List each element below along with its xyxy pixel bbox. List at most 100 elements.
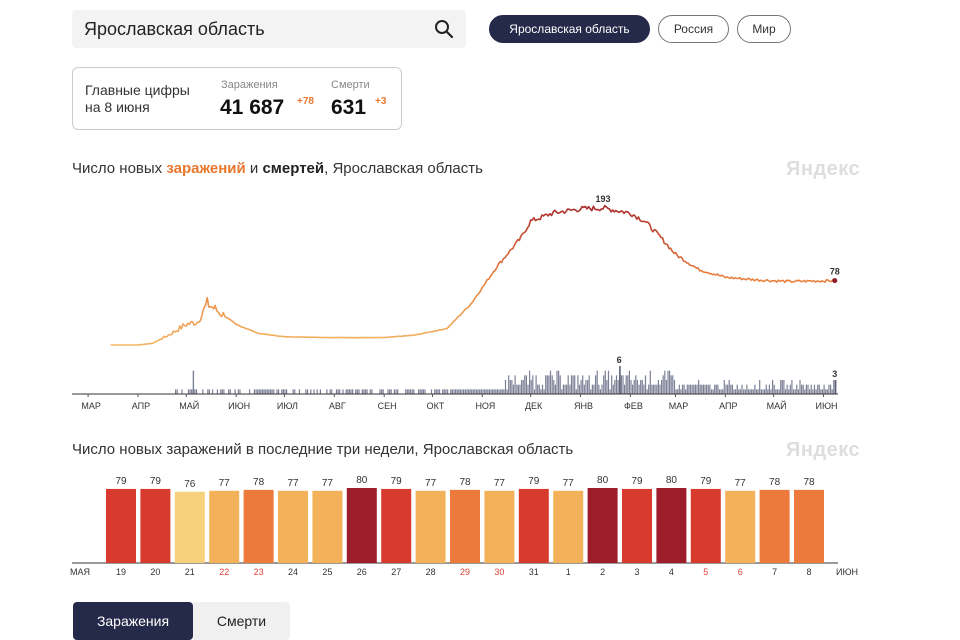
- death-bar: [638, 384, 640, 394]
- x-tick-label: ИЮН: [815, 401, 837, 411]
- death-bar: [607, 370, 610, 394]
- bar-value-label: 77: [494, 478, 506, 489]
- death-bar: [421, 389, 423, 394]
- death-bar: [249, 389, 251, 394]
- death-bar: [743, 389, 745, 394]
- death-bar: [348, 389, 350, 394]
- death-bar: [435, 389, 437, 394]
- death-bar: [644, 375, 647, 394]
- death-bar: [548, 375, 550, 394]
- death-bar: [514, 375, 516, 394]
- death-bar: [490, 389, 492, 394]
- summary-card: Главные цифры на 8 июня Заражения 41 687…: [72, 67, 402, 130]
- bar-day-label: 8: [806, 567, 811, 577]
- death-bar: [810, 384, 812, 394]
- search-box[interactable]: Ярославская область: [72, 10, 466, 48]
- x-tick-label: МАР: [669, 401, 689, 411]
- bar-day-label: 26: [357, 567, 367, 577]
- death-bar: [667, 370, 669, 394]
- death-bar: [648, 384, 650, 394]
- death-bar: [752, 389, 754, 394]
- infections-delta: +78: [297, 96, 314, 107]
- death-bar: [237, 389, 239, 394]
- death-bar: [575, 389, 577, 394]
- death-bar: [541, 384, 544, 394]
- death-bar: [599, 389, 601, 394]
- death-bar: [797, 389, 799, 394]
- death-bar: [681, 384, 684, 394]
- death-bar: [306, 389, 309, 394]
- death-bar: [661, 380, 663, 394]
- death-bar: [258, 389, 260, 394]
- death-bar: [567, 375, 569, 394]
- death-bar: [704, 384, 706, 394]
- death-bar: [558, 370, 560, 394]
- death-bar: [807, 384, 809, 394]
- death-bar: [731, 384, 733, 394]
- bar-day-label: 2: [600, 567, 605, 577]
- bar-day-label: 7: [772, 567, 777, 577]
- summary-title-line1: Главные цифры: [85, 82, 190, 98]
- deaths-annotation: 6: [617, 355, 622, 365]
- death-bar: [202, 389, 204, 394]
- region-pill-russia[interactable]: Россия: [658, 15, 729, 43]
- bar-day-label: 31: [529, 567, 539, 577]
- death-bar: [739, 389, 741, 394]
- day-bar: [690, 488, 721, 563]
- death-bar: [781, 380, 783, 394]
- death-bar: [744, 389, 746, 394]
- region-pill-yaroslavl[interactable]: Ярославская область: [489, 15, 650, 43]
- death-bar: [187, 389, 190, 394]
- death-bar: [609, 389, 611, 394]
- death-bar: [770, 389, 772, 394]
- death-bar-peak: [834, 380, 837, 394]
- death-bar: [530, 380, 532, 394]
- death-bar: [636, 380, 638, 394]
- x-tick-label: АПР: [719, 401, 737, 411]
- death-bar: [569, 384, 571, 394]
- death-bar: [282, 389, 284, 394]
- death-bar: [796, 384, 798, 394]
- death-bar: [408, 389, 410, 394]
- tab-deaths[interactable]: Смерти: [193, 602, 290, 640]
- death-bar: [765, 384, 767, 394]
- infections-line: [110, 204, 836, 346]
- death-bar: [355, 389, 357, 394]
- death-bar: [604, 370, 606, 394]
- summary-title-date: на 8 июня: [85, 99, 150, 115]
- death-bar: [382, 389, 384, 394]
- death-bar: [522, 380, 524, 394]
- day-bar: [450, 489, 480, 563]
- death-bar: [350, 389, 352, 394]
- day-bar: [725, 490, 756, 563]
- death-bar: [696, 384, 698, 394]
- death-bar: [516, 384, 518, 394]
- death-bar: [553, 380, 555, 394]
- death-bar: [649, 370, 651, 394]
- death-bar: [356, 389, 358, 394]
- search-input[interactable]: Ярославская область: [84, 19, 265, 39]
- death-bar: [809, 389, 811, 394]
- death-bar: [529, 370, 531, 394]
- death-bar: [551, 375, 553, 394]
- tab-infections[interactable]: Заражения: [73, 602, 193, 640]
- deaths-value: 631: [331, 96, 367, 119]
- death-bar: [717, 384, 719, 394]
- search-icon[interactable]: [434, 19, 454, 39]
- x-tick-label: ИЮЛ: [277, 401, 298, 411]
- death-bar: [699, 384, 701, 394]
- region-pill-world[interactable]: Мир: [737, 15, 791, 43]
- death-bar: [413, 389, 415, 394]
- death-bar: [606, 380, 608, 394]
- death-bar: [326, 389, 328, 394]
- death-bar: [261, 389, 264, 394]
- death-bar: [735, 389, 737, 394]
- bar-value-label: 79: [528, 476, 540, 487]
- death-bar: [659, 384, 661, 394]
- death-bar: [590, 389, 592, 394]
- death-bar: [519, 384, 521, 394]
- death-bar: [456, 389, 458, 394]
- death-bar: [799, 380, 801, 394]
- death-bar: [422, 389, 424, 394]
- death-bar: [445, 389, 447, 394]
